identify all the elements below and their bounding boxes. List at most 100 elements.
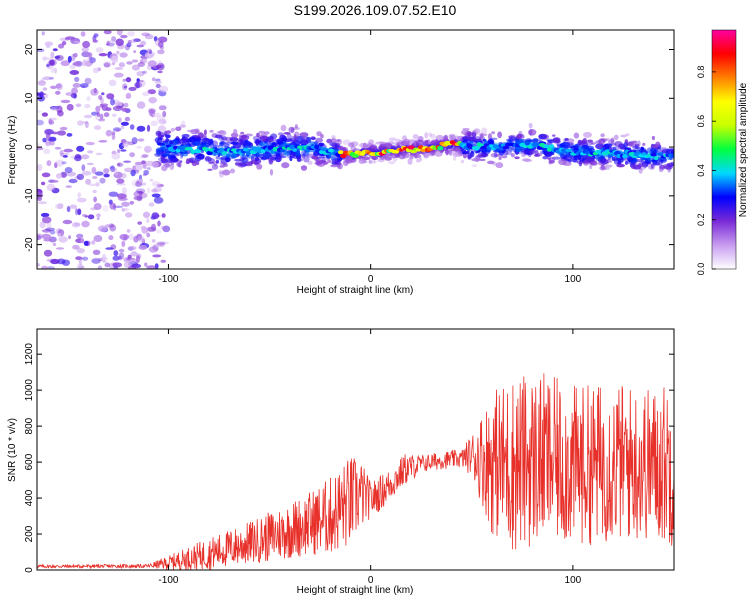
band-blob [498,156,502,161]
band-blob [424,140,429,145]
band-blob [388,137,397,142]
band-blob [454,135,459,139]
snr-y-tick-label: 400 [24,489,35,506]
ridge-blob [314,145,319,149]
noise-blob [86,162,94,166]
band-blob [254,156,260,162]
ridge-blob [549,144,555,149]
noise-blob [110,98,115,106]
noise-blob [87,57,96,62]
noise-blob [58,236,68,243]
noise-blob [157,220,161,227]
band-blob [460,159,465,164]
noise-blob [39,221,46,229]
noise-blob [69,64,76,70]
noise-blob [114,205,124,208]
noise-blob [92,39,99,43]
band-blob [207,168,213,171]
band-blob [508,134,517,140]
noise-blob [71,53,76,62]
noise-blob [137,221,142,225]
band-blob [467,153,473,159]
band-blob [635,146,641,150]
band-blob [651,135,656,141]
band-blob [294,124,298,129]
noise-blob [84,103,91,109]
band-blob [239,139,244,146]
band-blob [614,134,619,140]
band-blob [310,136,316,141]
band-blob [289,151,297,158]
band-blob [159,146,167,151]
noise-blob [77,208,82,216]
noise-blob [42,55,48,62]
band-blob [295,135,304,143]
noise-blob [65,185,72,189]
noise-blob [85,178,91,185]
band-blob [508,136,517,143]
noise-blob [123,85,127,89]
band-blob [155,130,162,137]
noise-blob [148,202,155,207]
band-blob [649,148,659,153]
band-blob [211,164,219,170]
noise-blob [71,222,81,228]
band-blob [625,133,630,137]
noise-blob [141,160,146,164]
noise-blob [105,107,112,111]
noise-blob [89,57,96,64]
noise-blob [76,145,85,152]
band-blob [627,147,631,151]
noise-blob [160,226,167,230]
noise-blob [136,80,144,83]
noise-blob [60,99,71,104]
band-blob [514,156,520,160]
noise-blob [55,90,61,95]
noise-blob [104,262,111,268]
band-blob [288,126,295,133]
noise-blob [44,41,54,46]
band-blob [490,153,499,158]
noise-blob [127,245,137,251]
band-blob [244,133,253,137]
noise-blob [133,38,141,42]
band-blob [301,167,307,171]
band-blob [261,135,266,142]
band-blob [256,163,263,170]
band-blob [508,135,515,139]
spectrogram-x-tick-label: 0 [368,274,374,285]
noise-blob [114,172,119,176]
band-blob [230,168,235,174]
noise-blob [128,86,137,91]
band-blob [536,152,542,157]
band-blob [158,133,162,138]
noise-blob [63,148,74,153]
band-blob [204,156,212,162]
noise-blob [42,93,49,99]
band-blob [555,140,561,143]
band-blob [577,139,582,146]
band-blob [320,133,324,139]
spectrogram-x-tick-label: -100 [158,274,178,285]
band-blob [348,142,355,148]
noise-blob [59,150,64,157]
noise-blob [45,227,56,231]
band-blob [462,127,470,131]
band-blob [226,153,232,159]
band-blob [160,158,168,164]
band-blob [599,159,607,163]
noise-blob [92,249,101,255]
noise-blob [145,160,156,167]
spectrogram-y-tick-label: 0 [24,144,35,150]
noise-blob [117,162,121,167]
noise-blob [95,152,103,156]
noise-blob [120,34,128,39]
noise-blob [143,211,150,218]
spectrogram-y-axis-label: Frequency (Hz) [7,116,18,185]
band-blob [209,129,214,133]
band-blob [412,134,419,140]
noise-blob [158,105,167,111]
noise-blob [103,173,110,178]
noise-blob [151,181,161,187]
